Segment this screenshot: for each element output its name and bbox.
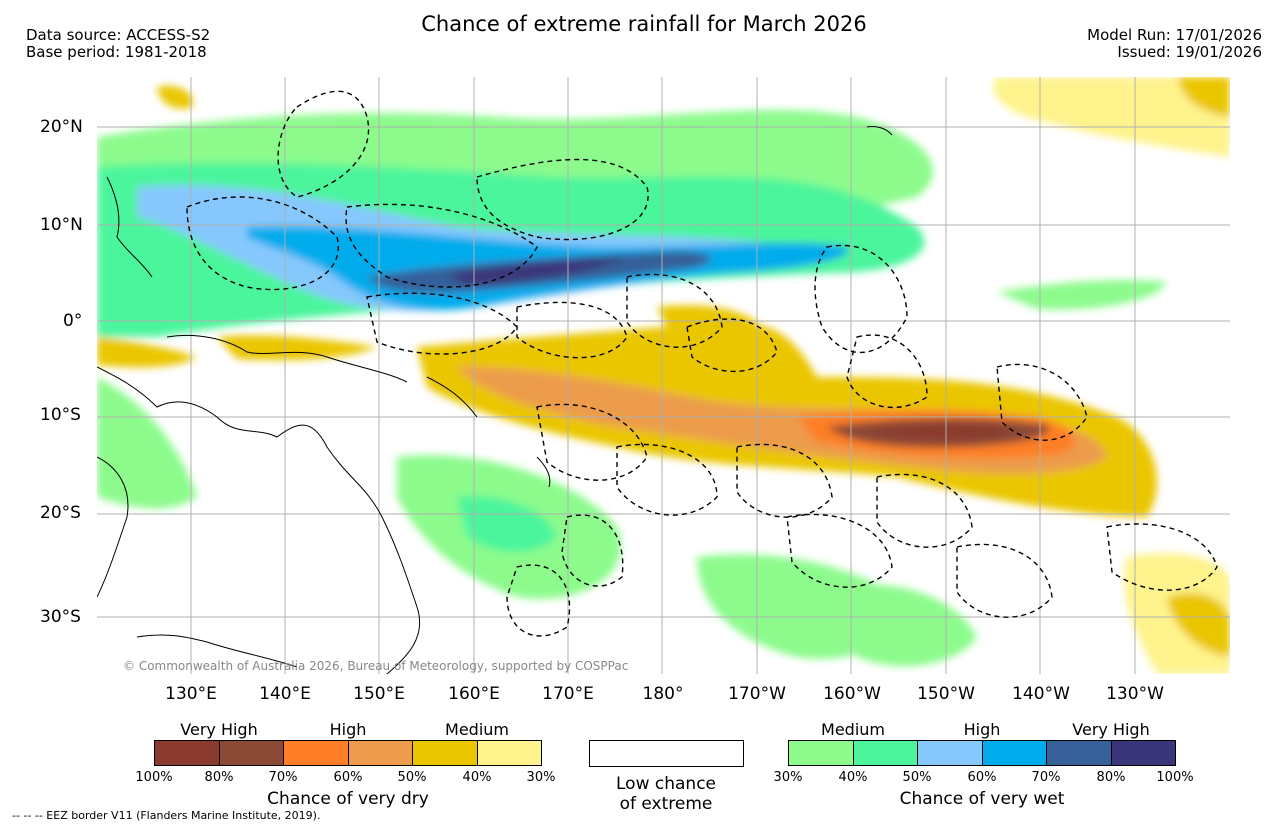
dry-category-medium: Medium	[445, 720, 509, 739]
low-chance-label: Low chance of extreme	[616, 774, 716, 814]
dry-tick: 30%	[526, 770, 556, 785]
dry-tick: 100%	[135, 770, 173, 785]
wet-tick: 60%	[967, 770, 997, 785]
map-canvas	[97, 77, 1230, 674]
lon-label-170e: 170°E	[542, 684, 594, 704]
lat-label-0: 0°	[63, 311, 83, 331]
dry-category-very-high: Very High	[180, 720, 258, 739]
lon-label-150w: 150°W	[917, 684, 975, 704]
wet-tick: 100%	[1156, 770, 1194, 785]
wet-swatch	[853, 741, 918, 765]
model-run-info: Model Run: 17/01/2026 Issued: 19/01/2026	[1087, 27, 1262, 61]
lon-label-130e: 130°E	[165, 684, 217, 704]
wet-legend-caption: Chance of very wet	[899, 789, 1065, 809]
wet-tick: 50%	[902, 770, 932, 785]
lat-label-30s: 30°S	[40, 607, 81, 627]
lon-label-170w: 170°W	[728, 684, 786, 704]
wet-swatch	[789, 741, 854, 765]
low-chance-line1: Low chance	[616, 774, 716, 794]
eez-footnote: -- -- -- EEZ border V11 (Flanders Marine…	[12, 809, 321, 822]
dry-legend-caption: Chance of very dry	[267, 789, 429, 809]
wet-swatch	[918, 741, 983, 765]
dry-colorbar	[154, 740, 542, 766]
wet-tick: 30%	[773, 770, 803, 785]
wet-swatch	[982, 741, 1047, 765]
lon-label-130w: 130°W	[1106, 684, 1164, 704]
wet-swatch	[1111, 741, 1175, 765]
lat-label-20n: 20°N	[40, 117, 83, 137]
rainfall-map	[97, 77, 1230, 674]
dry-swatch	[284, 741, 349, 765]
wet-swatch	[1047, 741, 1112, 765]
coastlines	[97, 126, 893, 674]
dry-tick: 70%	[268, 770, 298, 785]
lon-label-150e: 150°E	[353, 684, 405, 704]
lat-label-10n: 10°N	[40, 215, 83, 235]
wet-category-high: High	[963, 720, 1001, 739]
wet-colorbar	[788, 740, 1176, 766]
base-period: Base period: 1981-2018	[26, 43, 207, 61]
wet-tick: 80%	[1096, 770, 1126, 785]
dry-tick: 50%	[397, 770, 427, 785]
lon-label-180: 180°	[642, 684, 684, 704]
eez-borders	[186, 90, 1218, 637]
dry-swatch	[413, 741, 478, 765]
dry-tick: 80%	[204, 770, 234, 785]
low-chance-swatch	[589, 740, 744, 767]
dry-category-high: High	[329, 720, 367, 739]
low-chance-line2: of extreme	[619, 794, 713, 814]
lon-label-160e: 160°E	[448, 684, 500, 704]
dry-swatch	[155, 741, 220, 765]
copyright-credit: © Commonwealth of Australia 2026, Bureau…	[123, 659, 629, 673]
wet-category-very-high: Very High	[1072, 720, 1150, 739]
map-title: Chance of extreme rainfall for March 202…	[421, 12, 867, 36]
dry-tick: 40%	[462, 770, 492, 785]
dry-tick: 60%	[333, 770, 363, 785]
data-source: Data source: ACCESS-S2	[26, 26, 211, 44]
wet-tick: 40%	[838, 770, 868, 785]
model-run: Model Run: 17/01/2026	[1087, 26, 1262, 44]
wet-tick: 70%	[1031, 770, 1061, 785]
graticule	[97, 77, 1230, 674]
dry-swatch	[219, 741, 284, 765]
lat-label-10s: 10°S	[40, 405, 81, 425]
wet-category-medium: Medium	[821, 720, 885, 739]
rainfall-field	[97, 77, 1230, 674]
lon-label-140e: 140°E	[259, 684, 311, 704]
issued-date: Issued: 19/01/2026	[1117, 43, 1262, 61]
dry-swatch	[348, 741, 413, 765]
lon-label-140w: 140°W	[1012, 684, 1070, 704]
lat-label-20s: 20°S	[40, 503, 81, 523]
dry-swatch	[477, 741, 541, 765]
lon-label-160w: 160°W	[823, 684, 881, 704]
data-source-info: Data source: ACCESS-S2 Base period: 1981…	[26, 27, 210, 61]
